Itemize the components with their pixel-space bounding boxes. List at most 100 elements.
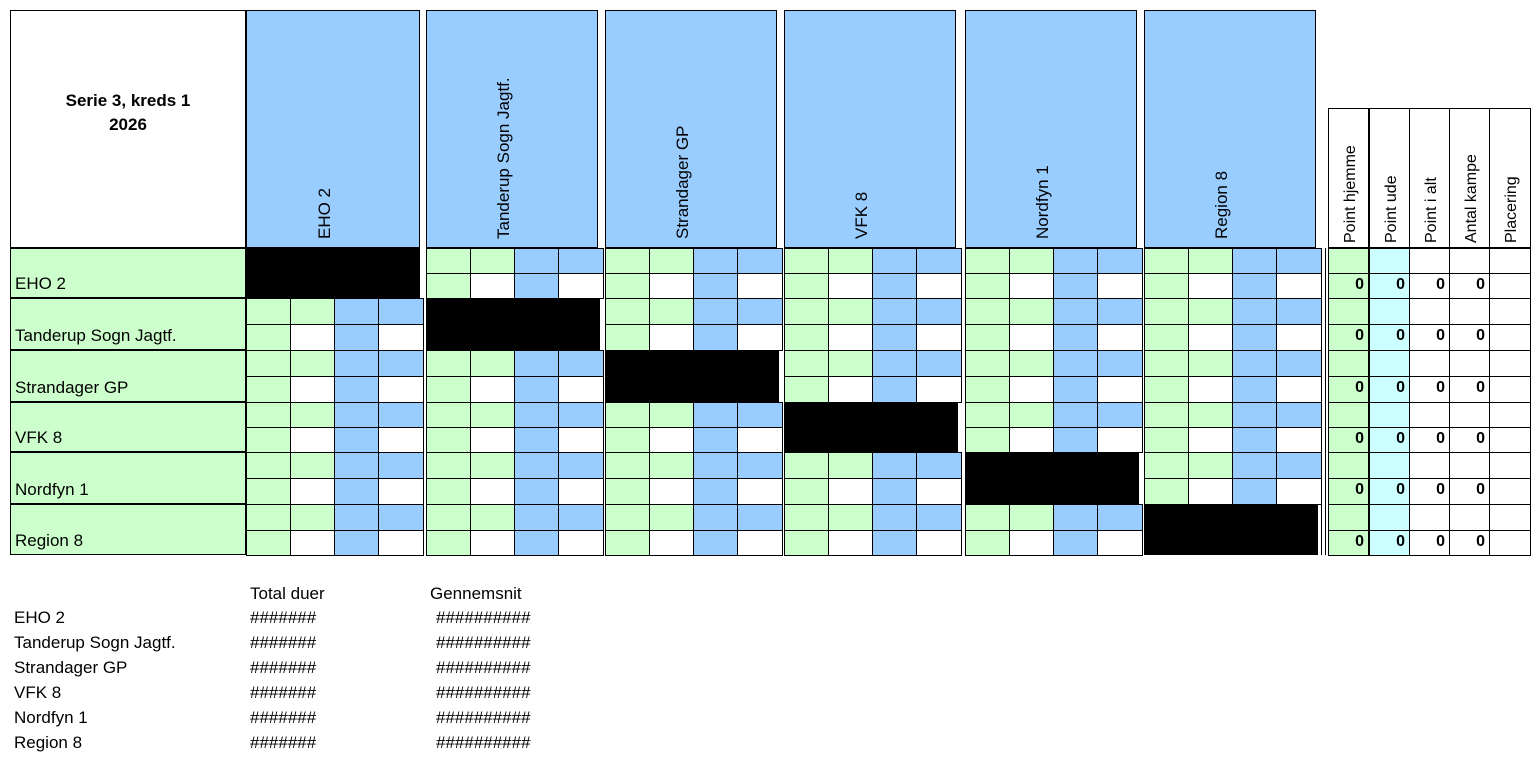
- score-cell[interactable]: [605, 530, 650, 556]
- score-cell[interactable]: [1053, 504, 1098, 531]
- score-cell[interactable]: [378, 298, 424, 325]
- score-cell[interactable]: [693, 273, 738, 299]
- score-cell[interactable]: [605, 427, 650, 453]
- score-cell[interactable]: [290, 452, 335, 479]
- score-cell[interactable]: [558, 530, 604, 556]
- score-cell[interactable]: [246, 324, 291, 351]
- score-cell[interactable]: [290, 478, 335, 505]
- score-cell[interactable]: [784, 324, 829, 351]
- score-cell[interactable]: [693, 530, 738, 556]
- score-cell[interactable]: [784, 478, 829, 505]
- score-cell[interactable]: [470, 248, 515, 274]
- stat-cell-top[interactable]: [1449, 504, 1490, 531]
- stat-value[interactable]: [1489, 324, 1531, 351]
- score-cell[interactable]: [1097, 402, 1143, 428]
- score-cell[interactable]: [916, 478, 962, 505]
- score-cell[interactable]: [246, 298, 291, 325]
- score-cell[interactable]: [334, 350, 379, 377]
- score-cell[interactable]: [558, 376, 604, 403]
- score-cell[interactable]: [378, 504, 424, 531]
- score-cell[interactable]: [1097, 504, 1143, 531]
- score-cell[interactable]: [1276, 248, 1322, 274]
- score-cell[interactable]: [1188, 298, 1233, 325]
- stat-cell-top[interactable]: [1328, 452, 1369, 479]
- score-cell[interactable]: [605, 298, 650, 325]
- score-cell[interactable]: [828, 324, 873, 351]
- score-cell[interactable]: [1009, 273, 1054, 299]
- score-cell[interactable]: [828, 350, 873, 377]
- stat-value[interactable]: 0: [1369, 530, 1410, 556]
- stat-cell-top[interactable]: [1328, 350, 1369, 377]
- score-cell[interactable]: [693, 452, 738, 479]
- score-cell[interactable]: [828, 273, 873, 299]
- score-cell[interactable]: [1276, 452, 1322, 479]
- score-cell[interactable]: [334, 452, 379, 479]
- score-cell[interactable]: [872, 324, 917, 351]
- score-cell[interactable]: [290, 350, 335, 377]
- score-cell[interactable]: [784, 376, 829, 403]
- score-cell[interactable]: [1276, 478, 1322, 505]
- stat-cell-top[interactable]: [1449, 452, 1490, 479]
- score-cell[interactable]: [470, 402, 515, 428]
- stat-cell-top[interactable]: [1449, 350, 1490, 377]
- stat-value[interactable]: 0: [1328, 427, 1369, 453]
- score-cell[interactable]: [1009, 530, 1054, 556]
- score-cell[interactable]: [378, 478, 424, 505]
- score-cell[interactable]: [1276, 324, 1322, 351]
- score-cell[interactable]: [605, 324, 650, 351]
- score-cell[interactable]: [246, 478, 291, 505]
- score-cell[interactable]: [514, 478, 559, 505]
- stat-cell-top[interactable]: [1489, 452, 1531, 479]
- score-cell[interactable]: [334, 324, 379, 351]
- score-cell[interactable]: [1097, 350, 1143, 377]
- score-cell[interactable]: [426, 452, 471, 479]
- score-cell[interactable]: [470, 530, 515, 556]
- score-cell[interactable]: [378, 350, 424, 377]
- stat-value[interactable]: 0: [1369, 324, 1410, 351]
- score-cell[interactable]: [1276, 298, 1322, 325]
- score-cell[interactable]: [470, 350, 515, 377]
- title-cell[interactable]: Serie 3, kreds 1 2026: [10, 10, 246, 248]
- score-cell[interactable]: [334, 530, 379, 556]
- score-cell[interactable]: [649, 427, 694, 453]
- score-cell[interactable]: [290, 402, 335, 428]
- stat-cell-top[interactable]: [1409, 402, 1450, 428]
- score-cell[interactable]: [1144, 427, 1189, 453]
- score-cell[interactable]: [558, 452, 604, 479]
- stat-cell-top[interactable]: [1328, 504, 1369, 531]
- score-cell[interactable]: [514, 376, 559, 403]
- score-cell[interactable]: [1053, 402, 1098, 428]
- score-cell[interactable]: [916, 248, 962, 274]
- score-cell[interactable]: [784, 298, 829, 325]
- stat-cell-top[interactable]: [1449, 402, 1490, 428]
- score-cell[interactable]: [334, 427, 379, 453]
- score-cell[interactable]: [784, 273, 829, 299]
- score-cell[interactable]: [965, 298, 1010, 325]
- score-cell[interactable]: [290, 376, 335, 403]
- stat-column-header[interactable]: Placering: [1489, 108, 1531, 248]
- score-cell[interactable]: [246, 427, 291, 453]
- score-cell[interactable]: [1232, 427, 1277, 453]
- score-cell[interactable]: [1188, 248, 1233, 274]
- stat-column-header[interactable]: Antal kampe: [1449, 108, 1490, 248]
- score-cell[interactable]: [1053, 376, 1098, 403]
- stat-value[interactable]: 0: [1369, 376, 1410, 403]
- score-cell[interactable]: [1097, 248, 1143, 274]
- score-cell[interactable]: [290, 427, 335, 453]
- score-cell[interactable]: [290, 530, 335, 556]
- score-cell[interactable]: [649, 452, 694, 479]
- score-cell[interactable]: [872, 273, 917, 299]
- score-cell[interactable]: [916, 376, 962, 403]
- score-cell[interactable]: [1097, 324, 1143, 351]
- score-cell[interactable]: [426, 427, 471, 453]
- score-cell[interactable]: [426, 402, 471, 428]
- stat-value[interactable]: [1489, 427, 1531, 453]
- score-cell[interactable]: [1009, 504, 1054, 531]
- score-cell[interactable]: [916, 273, 962, 299]
- stat-cell-top[interactable]: [1328, 298, 1369, 325]
- score-cell[interactable]: [965, 530, 1010, 556]
- score-cell[interactable]: [1232, 324, 1277, 351]
- score-cell[interactable]: [1009, 298, 1054, 325]
- score-cell[interactable]: [693, 504, 738, 531]
- team-column-header[interactable]: EHO 2: [246, 10, 420, 248]
